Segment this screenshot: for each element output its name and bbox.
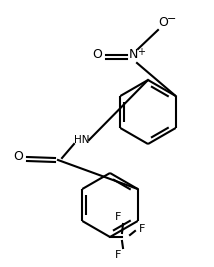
- Text: O: O: [13, 151, 23, 163]
- Text: HN: HN: [74, 135, 90, 145]
- Text: N: N: [128, 49, 138, 61]
- Text: O: O: [158, 15, 168, 29]
- Text: +: +: [137, 47, 145, 57]
- Text: −: −: [167, 14, 177, 24]
- Text: O: O: [92, 49, 102, 61]
- Text: F: F: [139, 224, 145, 234]
- Text: F: F: [115, 250, 121, 260]
- Text: F: F: [115, 212, 121, 222]
